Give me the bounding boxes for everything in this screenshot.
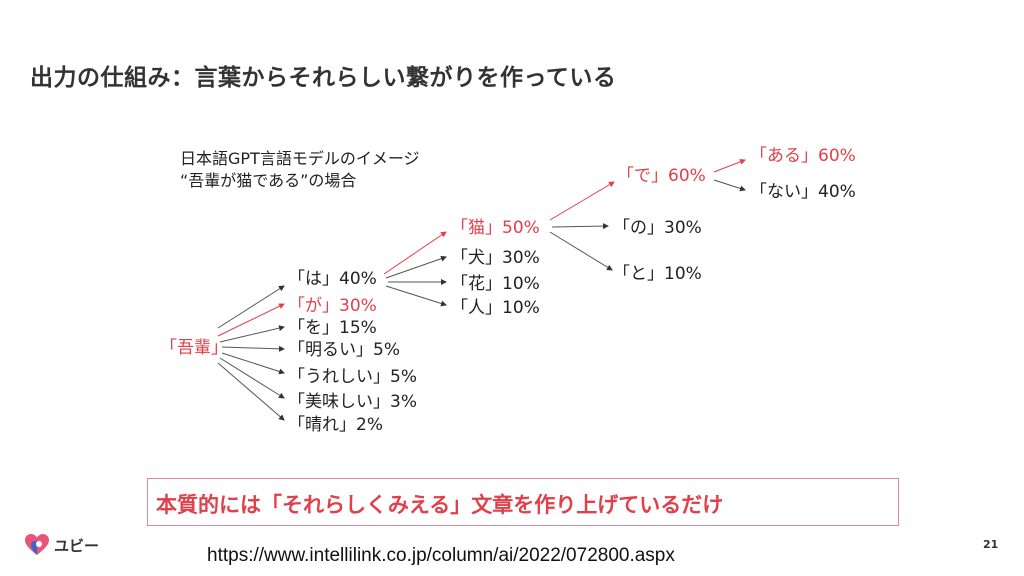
node-l3-no: 「の」30% — [613, 218, 702, 238]
node-l1-ga: 「が」30% — [288, 296, 377, 316]
heart-logo-icon — [25, 534, 49, 555]
edge-root-oishii — [219, 357, 285, 399]
summary-box: 本質的には「それらしくみえる」文章を作り上げているだけ — [147, 478, 899, 526]
node-l3-de: 「で」60% — [617, 166, 706, 186]
logo-text: ユビー — [54, 536, 100, 555]
node-l1-akarui: 「明るい」5% — [288, 340, 400, 360]
edge-root-wo — [219, 325, 285, 343]
edge-neko-no — [551, 223, 609, 230]
edge-neko-to — [549, 231, 613, 271]
node-l1-ureshii: 「うれしい」5% — [288, 367, 417, 387]
edge-neko-de — [549, 181, 615, 221]
caption-line-2: “吾輩が猫である”の場合 — [180, 171, 357, 190]
summary-text: 本質的には「それらしくみえる」文章を作り上げているだけ — [156, 493, 724, 517]
edge-ga-hito — [385, 285, 447, 307]
edge-root-akarui — [221, 345, 285, 352]
node-l2-hana: 「花」10% — [451, 274, 540, 294]
edge-de-aru — [713, 159, 746, 173]
source-url[interactable]: https://www.intellilink.co.jp/column/ai/… — [207, 545, 675, 566]
edge-root-ureshii — [221, 352, 285, 375]
node-l1-ha: 「は」40% — [288, 269, 377, 289]
node-l2-hito: 「人」10% — [451, 298, 540, 318]
edge-root-hare — [217, 362, 285, 421]
edge-root-ha — [217, 285, 285, 329]
company-logo: ユビー — [24, 533, 99, 557]
page-number: 21 — [983, 538, 999, 551]
edge-de-nai — [713, 179, 746, 192]
node-l1-wo: 「を」15% — [288, 318, 377, 338]
node-l3-to: 「と」10% — [613, 264, 702, 284]
edge-ga-neko — [383, 231, 447, 275]
caption-line-1: 日本語GPT言語モデルのイメージ — [180, 149, 420, 168]
node-l1-oishii: 「美味しい」3% — [288, 392, 417, 412]
node-l2-inu: 「犬」30% — [451, 248, 540, 268]
node-root: 「吾輩」 — [160, 338, 228, 358]
edge-root-ga — [217, 303, 285, 337]
diagram-caption: 日本語GPT言語モデルのイメージ “吾輩が猫である”の場合 — [180, 148, 420, 192]
slide-title: 出力の仕組み：言葉からそれらしい繋がりを作っている — [30, 65, 617, 91]
node-l4-aru: 「ある」60% — [750, 146, 856, 166]
node-l2-neko: 「猫」50% — [451, 218, 540, 238]
node-l4-nai: 「ない」40% — [750, 182, 856, 202]
node-l1-hare: 「晴れ」2% — [288, 415, 383, 435]
edge-ga-inu — [385, 255, 447, 279]
